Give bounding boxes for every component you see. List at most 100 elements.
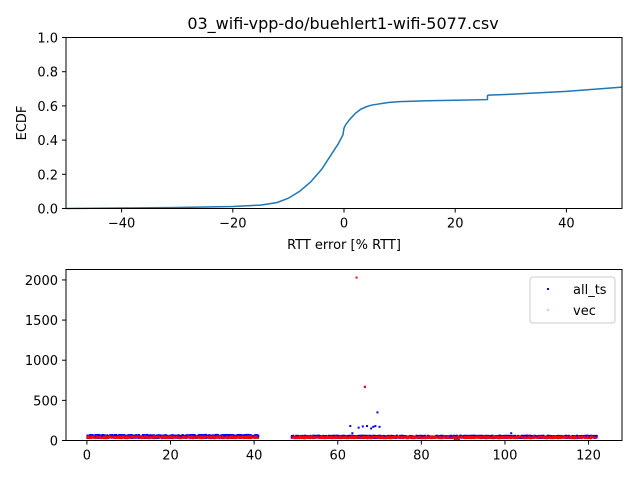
scatter-point [176, 436, 179, 438]
scatter-point [568, 437, 570, 440]
scatter-point [530, 437, 532, 440]
scatter-point [360, 434, 363, 437]
scatter-point [200, 437, 202, 440]
scatter-point [213, 434, 216, 437]
scatter-point [336, 435, 338, 438]
scatter-point [422, 437, 424, 440]
scatter-point [349, 437, 351, 439]
top-y-axis-label: ECDF [15, 106, 30, 141]
scatter-point [247, 437, 249, 439]
scatter-point [225, 436, 228, 438]
scatter-point [175, 436, 177, 438]
scatter-point [546, 436, 548, 438]
scatter-point [491, 435, 494, 438]
scatter-point [161, 437, 163, 440]
scatter-point [524, 437, 526, 440]
scatter-point [229, 437, 232, 440]
scatter-point [154, 436, 157, 438]
scatter-point [123, 434, 126, 437]
scatter-point [291, 436, 294, 439]
scatter-point [356, 436, 359, 438]
scatter-point [571, 437, 573, 439]
scatter-point [479, 436, 481, 438]
scatter-point [245, 434, 248, 437]
scatter-point [361, 434, 364, 437]
scatter-point [250, 437, 253, 439]
scatter-point [501, 436, 504, 439]
scatter-point [218, 435, 220, 437]
scatter-point [372, 435, 374, 438]
ecdf-chart: 03_wifi-vpp-do/buehlert1-wifi-5077.csv −… [15, 14, 623, 253]
scatter-point [530, 434, 533, 437]
scatter-point [298, 435, 301, 438]
scatter-point [358, 434, 361, 437]
scatter-point [477, 434, 480, 437]
scatter-point [538, 436, 540, 438]
scatter-point [339, 436, 341, 439]
scatter-point [558, 436, 560, 438]
scatter-point [583, 435, 586, 438]
scatter-point [235, 437, 237, 440]
scatter-point [448, 437, 451, 439]
scatter-point [327, 435, 329, 438]
scatter-point [211, 436, 214, 438]
scatter-point [113, 437, 116, 439]
scatter-point [416, 436, 418, 438]
scatter-point [236, 434, 239, 437]
scatter-point [164, 436, 167, 439]
scatter-point [103, 435, 105, 438]
scatter-point [199, 435, 202, 438]
scatter-point [551, 437, 554, 439]
scatter-point [516, 436, 518, 438]
scatter-point [309, 435, 312, 438]
scatter-point [323, 437, 326, 440]
scatter-point [144, 436, 146, 438]
scatter-point [187, 436, 190, 438]
scatter-point [126, 437, 129, 440]
scatter-point [293, 437, 295, 440]
scatter-point [543, 436, 545, 438]
scatter-point [321, 435, 323, 438]
scatter-point [478, 436, 480, 438]
scatter-point [537, 437, 539, 440]
scatter-point [318, 435, 321, 438]
scatter-point [143, 437, 145, 439]
scatter-point [149, 436, 151, 439]
scatter-point [391, 436, 393, 438]
scatter-point [191, 435, 194, 437]
scatter-point [404, 435, 407, 438]
scatter-point [582, 435, 584, 438]
scatter-point [547, 437, 550, 439]
scatter-point [290, 434, 293, 437]
scatter-point [394, 436, 396, 438]
scatter-point [595, 434, 598, 437]
bottom-y-tick-label: 1000 [25, 354, 58, 369]
scatter-point [434, 435, 437, 438]
scatter-point [523, 436, 526, 438]
scatter-point [372, 437, 374, 439]
bottom-x-tick-label: 80 [413, 449, 430, 464]
scatter-point [101, 435, 104, 438]
scatter-point [149, 436, 152, 438]
scatter-point [412, 437, 414, 440]
scatter-point [90, 435, 92, 438]
scatter-point [172, 434, 175, 437]
scatter-point [196, 435, 198, 437]
top-y-tick-label: 0.8 [37, 66, 58, 81]
scatter-point [589, 436, 592, 439]
scatter-point [447, 437, 450, 439]
bottom-x-tick-label: 40 [246, 449, 263, 464]
scatter-point [222, 436, 224, 439]
series-vec [86, 276, 598, 441]
scatter-point [484, 436, 487, 439]
scatter-point [363, 436, 365, 438]
scatter-point [418, 435, 421, 438]
scatter-point [339, 435, 341, 438]
scatter-point [550, 437, 553, 440]
scatter-point [326, 437, 329, 440]
scatter-point [361, 435, 364, 438]
scatter-point [425, 437, 427, 440]
scatter-point [558, 437, 560, 439]
scatter-point [439, 437, 441, 439]
scatter-point [251, 435, 254, 438]
